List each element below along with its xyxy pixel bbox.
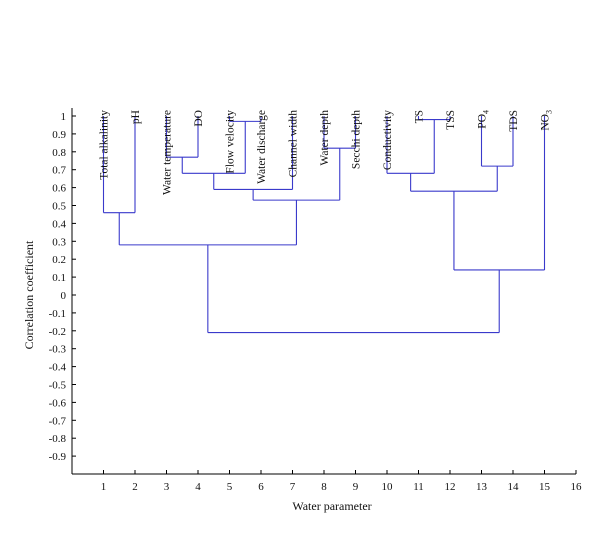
x-axis-title: Water parameter xyxy=(292,499,371,513)
x-tick-label: 4 xyxy=(195,481,201,493)
x-tick-label: 3 xyxy=(164,481,170,493)
leaf-label: Total alkalinity xyxy=(99,110,111,180)
y-tick-label: 0.5 xyxy=(52,201,66,213)
y-axis-title: Correlation coefficient xyxy=(22,240,36,349)
y-tick-label: 0.7 xyxy=(52,165,66,177)
x-tick-label: 10 xyxy=(382,481,394,493)
leaf-label: Conductivity xyxy=(382,110,394,170)
y-tick-label: 0.6 xyxy=(52,183,66,195)
leaf-labels: Total alkalinity pH Water temperature DO Flo… xyxy=(99,110,554,195)
leaf-label: Water depth xyxy=(319,110,331,166)
y-tick-label: -0.5 xyxy=(49,380,67,392)
x-tick-label: 2 xyxy=(132,481,138,493)
y-tick-label: -0.4 xyxy=(49,362,67,374)
x-tick-label: 8 xyxy=(321,481,327,493)
x-tick-label: 12 xyxy=(445,481,456,493)
leaf-label: TDS xyxy=(508,110,520,132)
y-tick-label: 0 xyxy=(61,290,67,302)
y-tick-label: 0.4 xyxy=(52,218,66,230)
leaf-label: PO4 xyxy=(477,110,491,129)
leaf-label: Flow velocity xyxy=(225,110,237,174)
y-tick-label: -0.3 xyxy=(49,344,67,356)
y-tick-label: 0.2 xyxy=(52,254,66,266)
y-tick-label: -0.9 xyxy=(49,451,67,463)
y-tick-label: -0.8 xyxy=(49,433,67,445)
y-tick-label: -0.2 xyxy=(49,326,66,338)
leaf-label: Channel width xyxy=(288,110,300,178)
dendrogram-tree xyxy=(102,116,546,334)
x-tick-label: 7 xyxy=(290,481,296,493)
y-tick-label: 0.1 xyxy=(52,272,66,284)
y-tick-label: 0.8 xyxy=(52,147,66,159)
x-tick-label: 6 xyxy=(258,481,264,493)
y-tick-label: -0.6 xyxy=(49,397,67,409)
x-tick-label: 9 xyxy=(353,481,359,493)
axes: 1 0.9 0.8 0.7 0.6 0.5 0.4 0.3 0.2 0.1 0 -0.1 -0.2 -0.… xyxy=(22,108,582,513)
leaf-label: pH xyxy=(130,110,142,124)
leaf-label: TS xyxy=(414,110,426,123)
leaf-label: NO3 xyxy=(540,110,554,131)
x-tick-label: 14 xyxy=(508,481,520,493)
y-tick-label: -0.1 xyxy=(49,308,66,320)
x-tick-label: 5 xyxy=(227,481,233,493)
leaf-label: Water discharge xyxy=(256,110,268,184)
x-tick-label: 1 xyxy=(101,481,107,493)
x-tick-label: 16 xyxy=(571,481,583,493)
x-tick-label: 13 xyxy=(476,481,488,493)
y-tick-label: 0.3 xyxy=(52,236,66,248)
leaf-label: TSS xyxy=(445,110,457,130)
y-tick-label: -0.7 xyxy=(49,415,67,427)
x-tick-label: 11 xyxy=(413,481,424,493)
y-tick-label: 1 xyxy=(61,111,67,123)
leaf-label: DO xyxy=(193,110,205,127)
leaf-label: Secchi depth xyxy=(351,110,363,169)
y-tick-label: 0.9 xyxy=(52,129,66,141)
x-tick-label: 15 xyxy=(539,481,551,493)
leaf-label: Water temperature xyxy=(162,110,174,195)
